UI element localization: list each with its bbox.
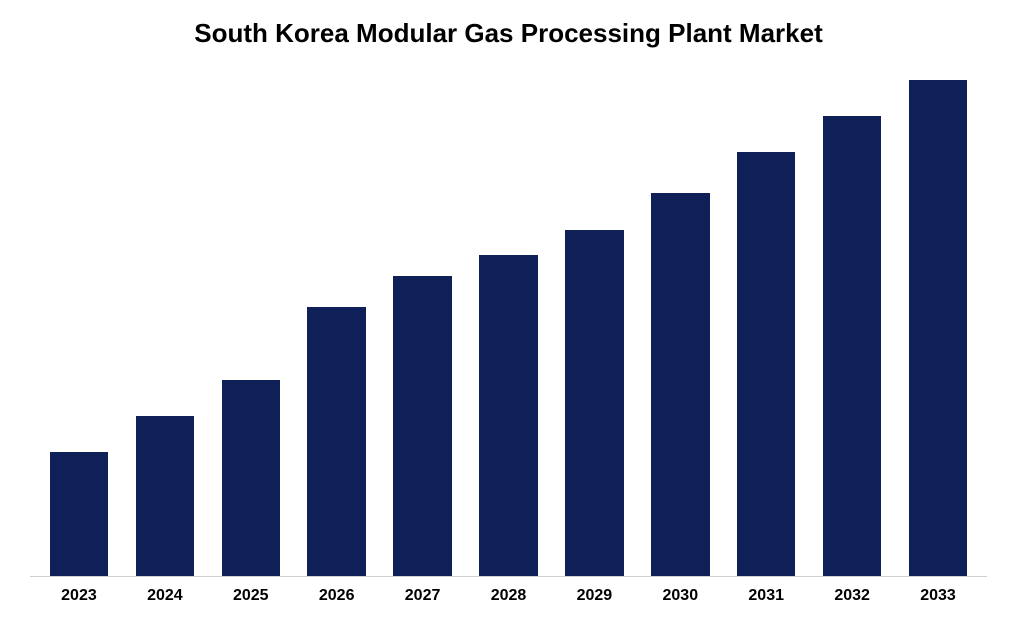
x-axis-label: 2032	[809, 587, 895, 605]
chart-container: South Korea Modular Gas Processing Plant…	[0, 0, 1017, 625]
bar	[479, 255, 537, 576]
x-axis-label: 2033	[895, 587, 981, 605]
bar-wrap	[294, 59, 380, 576]
x-axis-label: 2025	[208, 587, 294, 605]
x-axis-label: 2031	[723, 587, 809, 605]
bar	[393, 276, 451, 576]
bar-wrap	[466, 59, 552, 576]
bar	[222, 380, 280, 576]
x-axis-labels: 2023202420252026202720282029203020312032…	[30, 577, 987, 605]
bar	[823, 116, 881, 576]
x-axis-label: 2030	[637, 587, 723, 605]
bar-wrap	[895, 59, 981, 576]
bar	[651, 193, 709, 576]
chart-title: South Korea Modular Gas Processing Plant…	[30, 18, 987, 49]
bar-wrap	[723, 59, 809, 576]
bar-wrap	[809, 59, 895, 576]
x-axis-label: 2029	[551, 587, 637, 605]
bar	[136, 416, 194, 576]
plot-area: 2023202420252026202720282029203020312032…	[30, 59, 987, 605]
x-axis-label: 2026	[294, 587, 380, 605]
bar-wrap	[551, 59, 637, 576]
x-axis-label: 2023	[36, 587, 122, 605]
bar	[909, 80, 967, 576]
bar	[50, 452, 108, 576]
bar-wrap	[380, 59, 466, 576]
x-axis-label: 2024	[122, 587, 208, 605]
bar	[737, 152, 795, 576]
x-axis-label: 2027	[380, 587, 466, 605]
bar	[307, 307, 365, 576]
bar-wrap	[208, 59, 294, 576]
x-axis-label: 2028	[466, 587, 552, 605]
bar-wrap	[637, 59, 723, 576]
bar-wrap	[36, 59, 122, 576]
bars-row	[30, 59, 987, 577]
bar-wrap	[122, 59, 208, 576]
bar	[565, 230, 623, 576]
